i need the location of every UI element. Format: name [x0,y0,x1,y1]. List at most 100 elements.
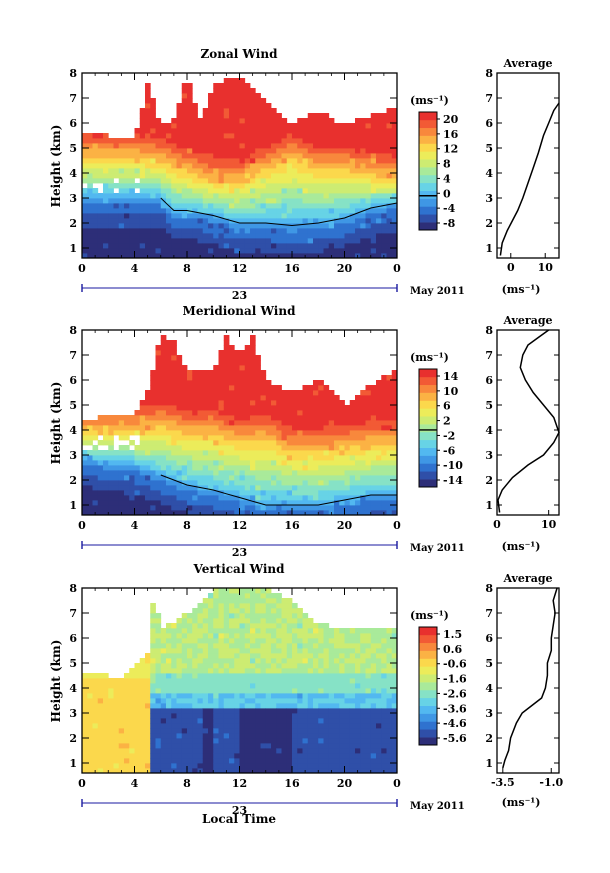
heatmap-cell [129,758,135,764]
heatmap-cell [271,173,277,179]
heatmap-cell [250,728,256,734]
heatmap-cell [286,248,293,254]
heatmap-cell [87,168,93,174]
heatmap-cell [286,698,293,704]
heatmap-cell [124,233,130,239]
heatmap-cell [118,213,125,219]
heatmap-cell [250,435,256,441]
heatmap-cell [82,733,88,739]
heatmap-cell [118,758,125,764]
heatmap-cell [113,158,120,164]
heatmap-cell [281,480,288,486]
heatmap-cell [139,128,146,134]
heatmap-cell [145,430,151,436]
heatmap-cell [297,643,303,649]
heatmap-cell [150,370,156,376]
heatmap-cell [87,465,93,471]
heatmap-cell [187,213,193,219]
heatmap-cell [339,405,345,411]
heatmap-cell [265,480,272,486]
heatmap-cell [218,728,225,734]
heatmap-cell [129,163,135,169]
heatmap-cell [192,430,198,436]
heatmap-cell [202,385,209,391]
heatmap-cell [276,678,282,684]
heatmap-cell [113,465,120,471]
heatmap-cell [276,248,282,254]
heatmap-cell [239,623,246,629]
heatmap-cell [208,628,214,634]
heatmap-cell [292,133,298,139]
heatmap-cell [150,133,156,139]
heatmap-cell [260,98,267,104]
heatmap-cell [92,173,99,179]
heatmap-cell [229,768,235,774]
heatmap-cell [166,638,172,644]
heatmap-cell [202,440,209,446]
heatmap-cell [360,128,366,134]
heatmap-cell [255,370,261,376]
heatmap-cell [150,410,156,416]
heatmap-cell [265,133,272,139]
heatmap-cell [323,178,330,184]
heatmap-cell [113,248,120,254]
heatmap-cell [260,500,267,506]
heatmap-cell [223,648,230,654]
heatmap-cell [286,445,293,451]
heatmap-cell [176,158,183,164]
heatmap-cell [202,178,209,184]
heatmap-cell [176,495,183,501]
heatmap-cell [150,395,156,401]
heatmap-cell [391,420,398,426]
heatmap-cell [155,465,162,471]
heatmap-cell [192,218,198,224]
heatmap-cell [260,698,267,704]
heatmap-cell [271,228,277,234]
heatmap-cell [155,148,162,154]
heatmap-cell [302,243,309,249]
heatmap-cell [218,608,225,614]
heatmap-cell [124,485,130,491]
x-tick-label: 0 [393,262,401,275]
heatmap-cell [139,188,146,194]
heatmap-cell [213,608,219,614]
heatmap-cell [166,748,172,754]
heatmap-cell [292,683,298,689]
heatmap-cell [239,435,246,441]
heatmap-cell [171,713,177,719]
heatmap-cell [187,430,193,436]
heatmap-cell [150,768,156,774]
heatmap-cell [223,440,230,446]
heatmap-cell [286,753,293,759]
heatmap-cell [334,465,340,471]
heatmap-cell [181,500,188,506]
heatmap-cell [265,108,272,114]
heatmap-cell [250,113,256,119]
heatmap-cell [197,753,204,759]
date-day-label: 23 [232,546,247,559]
heatmap-cell [129,233,135,239]
heatmap-cell [255,208,261,214]
heatmap-cell [286,415,293,421]
heatmap-cell [334,405,340,411]
heatmap-cell [318,475,324,481]
heatmap-cell [286,203,293,209]
heatmap-cell [176,430,183,436]
heatmap-cell [87,728,93,734]
heatmap-cell [145,668,151,674]
heatmap-cell [244,658,251,664]
heatmap-cell [223,728,230,734]
heatmap-cell [260,435,267,441]
heatmap-cell [292,743,298,749]
heatmap-cell [155,460,162,466]
heatmap-cell [297,693,303,699]
heatmap-cell [381,420,387,426]
heatmap-cell [87,435,93,441]
heatmap-cell [370,178,377,184]
heatmap-cell [129,213,135,219]
heatmap-cell [260,668,267,674]
heatmap-cell [171,345,177,351]
heatmap-cell [297,460,303,466]
heatmap-cell [145,738,151,744]
heatmap-cell [386,168,393,174]
